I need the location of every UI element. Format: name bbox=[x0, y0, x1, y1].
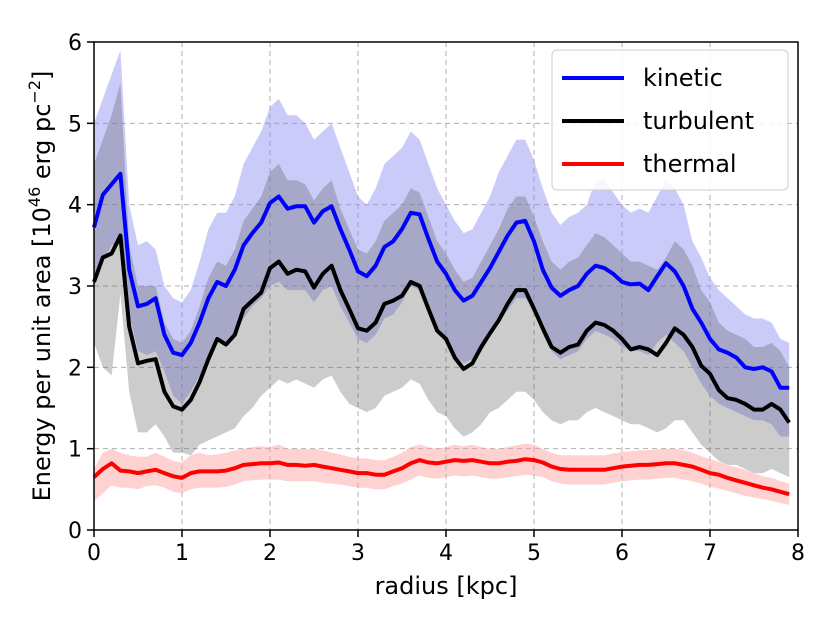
x-tick-label: 8 bbox=[791, 541, 805, 566]
uncertainty-bands bbox=[94, 50, 790, 505]
thermal-band bbox=[94, 443, 790, 505]
x-tick-label: 5 bbox=[527, 541, 541, 566]
y-tick-label: 2 bbox=[68, 356, 82, 381]
y-axis-label-unit: erg pc bbox=[28, 104, 56, 187]
y-axis-label-close: ] bbox=[28, 71, 56, 80]
y-tick-label: 4 bbox=[68, 194, 82, 219]
legend: kinetic turbulent thermal bbox=[551, 49, 789, 191]
x-tick-label: 7 bbox=[703, 541, 717, 566]
y-tick-label: 3 bbox=[68, 275, 82, 300]
y-tick-label: 5 bbox=[68, 112, 82, 137]
y-axis-ticks: 0 1 2 3 4 5 6 bbox=[68, 31, 94, 544]
kinetic-band bbox=[94, 50, 790, 437]
x-axis-label: radius [kpc] bbox=[375, 572, 518, 600]
turbulent-legend-label: turbulent bbox=[643, 107, 754, 135]
turbulent-band bbox=[94, 82, 790, 478]
x-tick-label: 1 bbox=[175, 541, 189, 566]
series-lines bbox=[92, 171, 791, 497]
x-tick-label: 6 bbox=[615, 541, 629, 566]
y-tick-label: 6 bbox=[68, 31, 82, 56]
legend-box bbox=[551, 49, 789, 191]
turbulent-line bbox=[92, 233, 791, 424]
y-axis-label-main: Energy per unit area [10 bbox=[28, 207, 56, 501]
thermal-legend-label: thermal bbox=[643, 150, 737, 178]
kinetic-legend-label: kinetic bbox=[643, 64, 723, 92]
x-axis-ticks: 0 1 2 3 4 5 6 7 8 bbox=[87, 530, 805, 566]
y-axis-label-unit-exponent: −2 bbox=[25, 80, 44, 104]
y-tick-label: 0 bbox=[68, 519, 82, 544]
x-tick-label: 4 bbox=[439, 541, 453, 566]
thermal-line bbox=[92, 457, 790, 497]
y-axis-label-exponent: 46 bbox=[25, 187, 44, 207]
x-tick-label: 2 bbox=[263, 541, 277, 566]
x-tick-label: 0 bbox=[87, 541, 101, 566]
kinetic-line bbox=[92, 171, 790, 390]
x-tick-label: 3 bbox=[351, 541, 365, 566]
y-axis-label: Energy per unit area [1046 erg pc−2] bbox=[25, 71, 56, 502]
grid-lines bbox=[94, 42, 798, 530]
y-tick-label: 1 bbox=[68, 438, 82, 463]
